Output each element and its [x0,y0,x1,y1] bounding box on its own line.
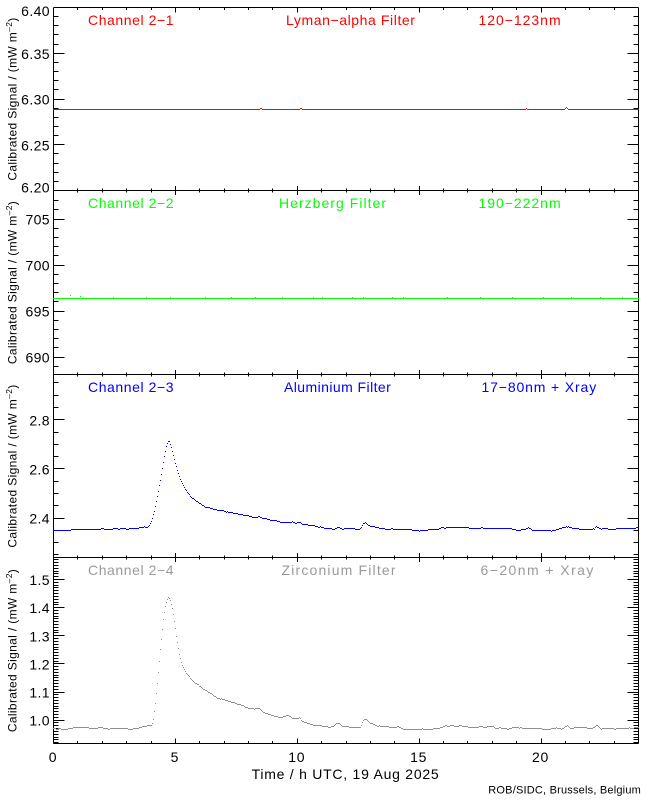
svg-text:Channel 2−2: Channel 2−2 [88,195,174,211]
svg-text:5: 5 [171,749,180,765]
svg-text:690: 690 [25,350,50,366]
svg-text:ROB/SIDC, Brussels, Belgium: ROB/SIDC, Brussels, Belgium [488,785,641,797]
svg-text:Lyman−alpha Filter: Lyman−alpha Filter [286,12,416,28]
svg-text:6.20: 6.20 [21,179,50,195]
svg-text:1.1: 1.1 [29,685,50,701]
svg-text:Channel 2−3: Channel 2−3 [88,379,174,395]
svg-text:705: 705 [25,212,50,228]
svg-text:1.4: 1.4 [29,600,50,616]
svg-text:10: 10 [288,749,305,765]
svg-text:6.40: 6.40 [21,3,50,19]
svg-text:1.5: 1.5 [29,572,50,588]
svg-text:2.8: 2.8 [29,412,50,428]
svg-text:2.6: 2.6 [29,461,50,477]
svg-text:Calibrated Signal / (mW m–2): Calibrated Signal / (mW m–2) [4,569,20,732]
svg-text:Time / h UTC, 19 Aug 2025: Time / h UTC, 19 Aug 2025 [252,766,440,782]
svg-text:700: 700 [25,258,50,274]
svg-text:15: 15 [410,749,427,765]
svg-text:Calibrated Signal / (mW m–2): Calibrated Signal / (mW m–2) [4,201,20,364]
svg-text:6−20nm + Xray: 6−20nm + Xray [481,562,595,578]
svg-text:Calibrated Signal / (mW m–2): Calibrated Signal / (mW m–2) [4,384,20,547]
svg-text:Aluminium Filter: Aluminium Filter [284,379,391,395]
svg-text:6.35: 6.35 [21,46,50,62]
svg-text:120−123nm: 120−123nm [479,12,562,28]
svg-text:1.3: 1.3 [29,628,50,644]
svg-text:2.4: 2.4 [29,511,50,527]
svg-text:Calibrated Signal / (mW m–2): Calibrated Signal / (mW m–2) [4,17,20,180]
svg-text:Herzberg Filter: Herzberg Filter [279,195,387,211]
svg-text:1.2: 1.2 [29,656,50,672]
svg-text:Zirconium Filter: Zirconium Filter [282,562,397,578]
svg-text:20: 20 [532,749,549,765]
svg-text:6.30: 6.30 [21,92,50,108]
svg-text:Channel 2−4: Channel 2−4 [88,562,174,578]
svg-text:6.25: 6.25 [21,137,50,153]
svg-text:17−80nm + Xray: 17−80nm + Xray [482,379,598,395]
svg-text:0: 0 [49,749,58,765]
svg-text:Channel 2−1: Channel 2−1 [88,12,174,28]
svg-text:190−222nm: 190−222nm [479,195,562,211]
svg-text:695: 695 [25,304,50,320]
svg-text:1.0: 1.0 [29,713,50,729]
